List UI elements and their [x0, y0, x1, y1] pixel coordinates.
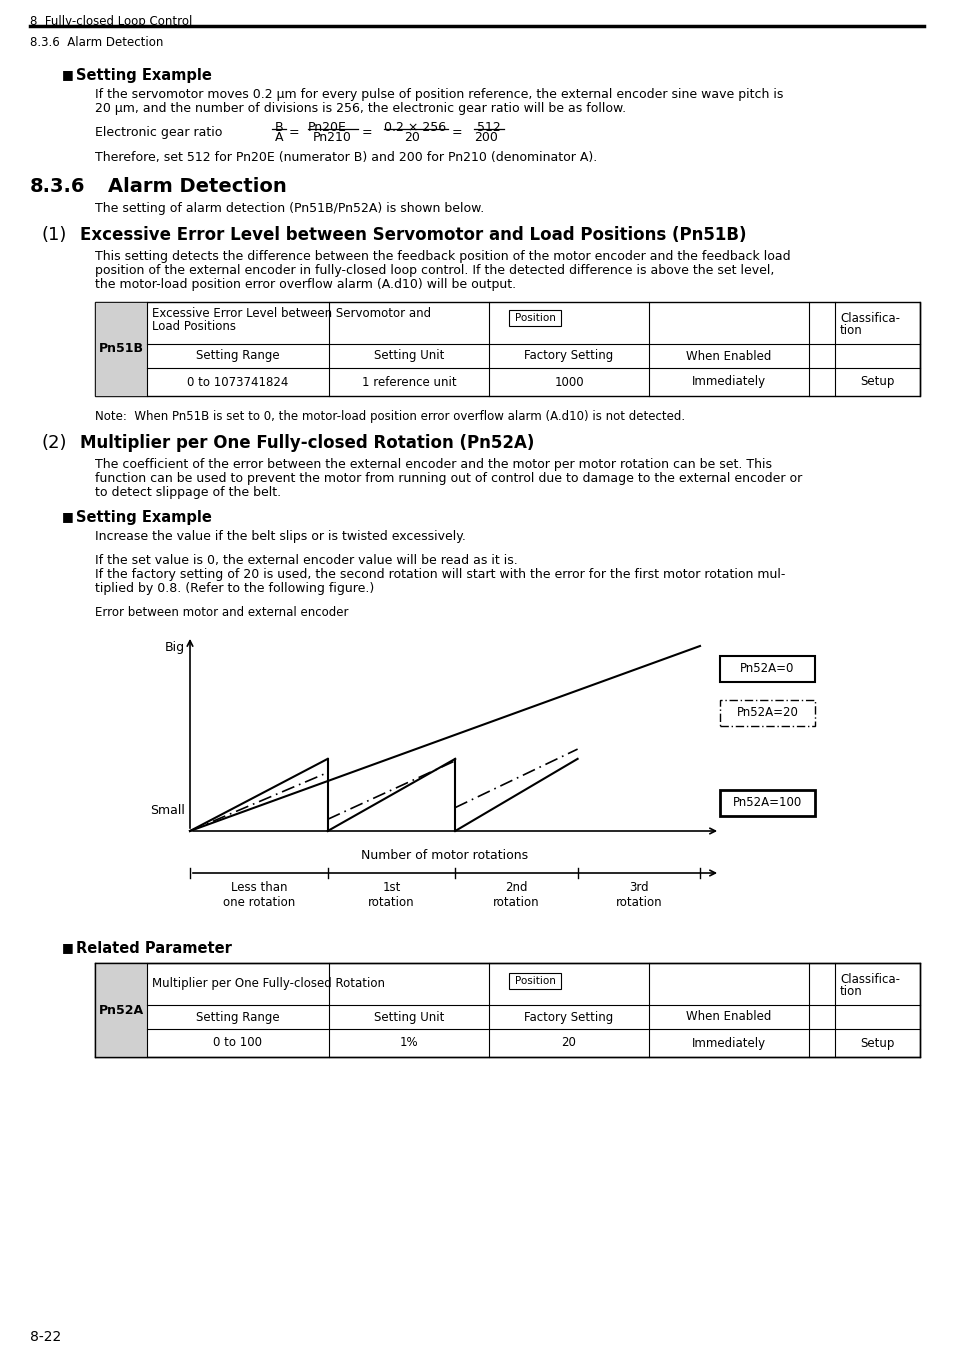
Text: 8.3.6: 8.3.6 — [30, 177, 86, 196]
Text: Setting Range: Setting Range — [196, 1011, 279, 1023]
Text: ■: ■ — [62, 941, 73, 954]
Text: 8-22: 8-22 — [30, 1330, 61, 1345]
Bar — [95, 963, 147, 1057]
Text: 20: 20 — [561, 1037, 576, 1049]
Text: the motor-load position error overflow alarm (A.d10) will be output.: the motor-load position error overflow a… — [95, 278, 516, 292]
Text: 20: 20 — [403, 131, 419, 144]
Text: When Enabled: When Enabled — [685, 1011, 771, 1023]
Text: 1000: 1000 — [554, 375, 583, 389]
Text: Immediately: Immediately — [691, 1037, 765, 1049]
Text: 3rd
rotation: 3rd rotation — [615, 882, 661, 909]
Bar — [720, 790, 814, 815]
Text: If the set value is 0, the external encoder value will be read as it is.: If the set value is 0, the external enco… — [95, 554, 517, 567]
Text: Number of motor rotations: Number of motor rotations — [361, 849, 528, 863]
Text: 8.3.6  Alarm Detection: 8.3.6 Alarm Detection — [30, 36, 163, 49]
Text: Pn210: Pn210 — [313, 131, 352, 144]
Text: If the factory setting of 20 is used, the second rotation will start with the er: If the factory setting of 20 is used, th… — [95, 568, 784, 580]
Text: Small: Small — [150, 805, 185, 818]
Text: Pn52A: Pn52A — [98, 1003, 143, 1017]
Text: ■: ■ — [62, 510, 73, 522]
Text: tion: tion — [840, 324, 862, 338]
Text: B: B — [274, 122, 283, 134]
Text: Multiplier per One Fully-closed Rotation (Pn52A): Multiplier per One Fully-closed Rotation… — [80, 433, 534, 452]
Text: Big: Big — [165, 641, 185, 655]
Text: to detect slippage of the belt.: to detect slippage of the belt. — [95, 486, 281, 500]
Bar — [95, 963, 919, 1057]
Bar — [720, 656, 814, 682]
Text: Excessive Error Level between Servomotor and: Excessive Error Level between Servomotor… — [152, 306, 431, 320]
Text: =: = — [361, 126, 373, 139]
Text: Pn52A=0: Pn52A=0 — [740, 663, 794, 675]
Text: Pn52A=20: Pn52A=20 — [736, 706, 798, 720]
Text: 2nd
rotation: 2nd rotation — [493, 882, 539, 909]
Text: Pn52A=100: Pn52A=100 — [732, 796, 801, 810]
Text: If the servomotor moves 0.2 μm for every pulse of position reference, the extern: If the servomotor moves 0.2 μm for every… — [95, 88, 782, 101]
Text: Factory Setting: Factory Setting — [524, 350, 613, 363]
Text: Multiplier per One Fully-closed Rotation: Multiplier per One Fully-closed Rotation — [152, 977, 385, 990]
Text: position of the external encoder in fully-closed loop control. If the detected d: position of the external encoder in full… — [95, 265, 774, 277]
Text: ■: ■ — [62, 68, 73, 81]
Text: Alarm Detection: Alarm Detection — [108, 177, 287, 196]
Bar — [95, 302, 147, 396]
Text: Less than
one rotation: Less than one rotation — [222, 882, 294, 909]
Text: 1%: 1% — [399, 1037, 417, 1049]
Text: tion: tion — [840, 986, 862, 998]
Text: function can be used to prevent the motor from running out of control due to dam: function can be used to prevent the moto… — [95, 472, 801, 485]
Text: Factory Setting: Factory Setting — [524, 1011, 613, 1023]
Text: 1 reference unit: 1 reference unit — [361, 375, 456, 389]
Text: 1st
rotation: 1st rotation — [368, 882, 415, 909]
Text: 0.2 × 256: 0.2 × 256 — [384, 122, 446, 134]
Text: The setting of alarm detection (Pn51B/Pn52A) is shown below.: The setting of alarm detection (Pn51B/Pn… — [95, 202, 484, 215]
Bar — [509, 973, 560, 990]
Text: 512: 512 — [476, 122, 500, 134]
Text: 0 to 1073741824: 0 to 1073741824 — [187, 375, 289, 389]
Text: Increase the value if the belt slips or is twisted excessively.: Increase the value if the belt slips or … — [95, 531, 465, 543]
Bar — [95, 302, 919, 396]
Bar — [509, 310, 560, 325]
Text: Setup: Setup — [860, 1037, 894, 1049]
Text: Setting Unit: Setting Unit — [374, 350, 444, 363]
Text: Immediately: Immediately — [691, 375, 765, 389]
Text: Classifica-: Classifica- — [840, 312, 899, 325]
Text: Pn20E: Pn20E — [308, 122, 347, 134]
Text: tiplied by 0.8. (Refer to the following figure.): tiplied by 0.8. (Refer to the following … — [95, 582, 374, 595]
Text: Error between motor and external encoder: Error between motor and external encoder — [95, 606, 348, 620]
Text: =: = — [452, 126, 462, 139]
Text: Note:  When Pn51B is set to 0, the motor-load position error overflow alarm (A.d: Note: When Pn51B is set to 0, the motor-… — [95, 410, 684, 423]
Text: Excessive Error Level between Servomotor and Load Positions (Pn51B): Excessive Error Level between Servomotor… — [80, 225, 745, 244]
Bar — [720, 701, 814, 726]
Text: 200: 200 — [474, 131, 497, 144]
Text: This setting detects the difference between the feedback position of the motor e: This setting detects the difference betw… — [95, 250, 790, 263]
Text: 0 to 100: 0 to 100 — [213, 1037, 262, 1049]
Text: Therefore, set 512 for Pn20E (numerator B) and 200 for Pn210 (denominator A).: Therefore, set 512 for Pn20E (numerator … — [95, 151, 597, 163]
Text: =: = — [289, 126, 299, 139]
Text: Classifica-: Classifica- — [840, 973, 899, 985]
Text: Setup: Setup — [860, 375, 894, 389]
Text: Setting Unit: Setting Unit — [374, 1011, 444, 1023]
Text: Pn51B: Pn51B — [98, 343, 143, 355]
Text: (1): (1) — [42, 225, 68, 244]
Text: 20 μm, and the number of divisions is 256, the electronic gear ratio will be as : 20 μm, and the number of divisions is 25… — [95, 103, 625, 115]
Text: Position: Position — [514, 313, 555, 323]
Text: 8  Fully-closed Loop Control: 8 Fully-closed Loop Control — [30, 15, 193, 28]
Text: Related Parameter: Related Parameter — [76, 941, 232, 956]
Text: Setting Example: Setting Example — [76, 68, 212, 82]
Text: The coefficient of the error between the external encoder and the motor per moto: The coefficient of the error between the… — [95, 458, 771, 471]
Text: When Enabled: When Enabled — [685, 350, 771, 363]
Text: Setting Example: Setting Example — [76, 510, 212, 525]
Text: Electronic gear ratio: Electronic gear ratio — [95, 126, 222, 139]
Text: Setting Range: Setting Range — [196, 350, 279, 363]
Text: A: A — [274, 131, 283, 144]
Text: (2): (2) — [42, 433, 68, 452]
Text: Position: Position — [514, 976, 555, 986]
Text: Load Positions: Load Positions — [152, 320, 235, 333]
